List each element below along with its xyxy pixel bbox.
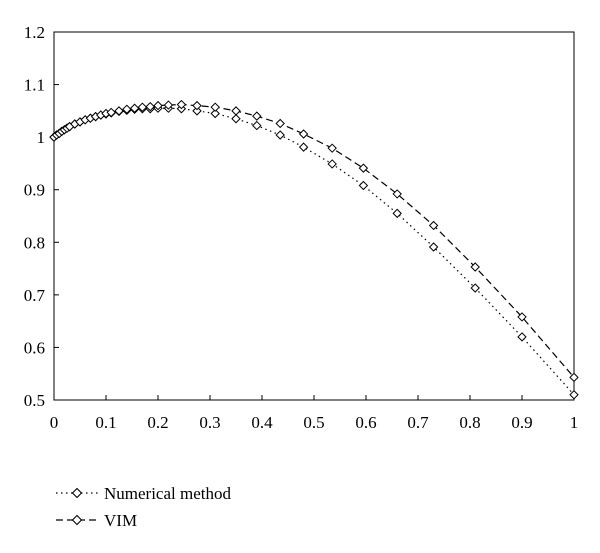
legend-item-numerical: Numerical method xyxy=(56,484,231,503)
data-point xyxy=(298,129,309,139)
x-tick-label: 0.2 xyxy=(147,413,168,432)
data-point xyxy=(122,104,132,114)
data-point xyxy=(231,106,241,116)
data-point xyxy=(392,208,402,219)
data-point xyxy=(517,332,527,342)
data-point xyxy=(298,142,309,152)
y-axis-ticks: 0.5 0.6 0.7 0.8 0.9 1 1.1 1.2 xyxy=(24,23,59,410)
x-tick-label: 0.1 xyxy=(95,413,116,432)
data-point xyxy=(428,242,439,252)
data-point xyxy=(252,120,262,131)
data-point xyxy=(569,390,579,400)
data-point xyxy=(153,100,163,111)
legend-marker-numerical xyxy=(71,487,83,499)
data-point xyxy=(428,220,439,231)
data-point xyxy=(129,103,140,113)
series-numerical-method xyxy=(49,103,579,400)
x-tick-label: 0.6 xyxy=(355,413,376,432)
data-point xyxy=(231,114,241,124)
plot-frame xyxy=(53,31,575,401)
data-point xyxy=(327,143,337,153)
data-point xyxy=(517,312,527,322)
y-tick-label: 0.7 xyxy=(24,286,46,305)
y-tick-label: 1.2 xyxy=(24,23,45,42)
legend-label-numerical: Numerical method xyxy=(104,484,231,503)
data-point xyxy=(358,163,369,173)
data-point xyxy=(275,118,285,129)
series-line-numerical-method xyxy=(53,107,575,396)
data-point xyxy=(163,100,174,110)
data-point xyxy=(114,106,124,116)
legend-marker-vim xyxy=(71,514,83,526)
data-point xyxy=(358,180,369,191)
legend-label-vim: VIM xyxy=(104,511,137,530)
legend: Numerical method VIM xyxy=(56,484,231,530)
y-tick-label: 0.6 xyxy=(24,338,45,357)
legend-item-vim: VIM xyxy=(56,511,137,530)
x-tick-label: 0.5 xyxy=(303,413,324,432)
data-point xyxy=(145,101,155,112)
series-vim xyxy=(49,99,579,383)
y-tick-label: 0.8 xyxy=(24,233,45,252)
data-point xyxy=(327,159,337,169)
data-point xyxy=(470,262,480,272)
data-point xyxy=(210,108,220,119)
data-point xyxy=(275,130,285,140)
data-point xyxy=(137,102,148,112)
y-tick-label: 0.5 xyxy=(24,391,45,410)
data-point xyxy=(569,372,579,383)
y-tick-label: 1 xyxy=(37,128,46,147)
data-point xyxy=(210,102,220,112)
data-point xyxy=(392,189,402,199)
series-line-vim xyxy=(53,103,575,378)
x-tick-label: 1 xyxy=(570,413,579,432)
x-tick-label: 0.7 xyxy=(407,413,429,432)
data-point xyxy=(192,106,202,116)
x-tick-label: 0.3 xyxy=(199,413,220,432)
data-point xyxy=(192,100,202,111)
data-point xyxy=(106,107,116,118)
y-tick-label: 0.9 xyxy=(24,181,45,200)
data-point xyxy=(470,283,480,293)
data-point xyxy=(252,111,262,121)
x-tick-label: 0.4 xyxy=(251,413,273,432)
series-layer xyxy=(49,99,579,400)
x-tick-label: 0.9 xyxy=(511,413,532,432)
data-point xyxy=(176,99,187,110)
x-axis-ticks: 0 0.1 0.2 0.3 0.4 0.5 0.6 0.7 0.8 0.9 1 xyxy=(50,395,579,432)
x-tick-label: 0.8 xyxy=(459,413,480,432)
x-tick-label: 0 xyxy=(50,413,59,432)
y-tick-label: 1.1 xyxy=(24,76,45,95)
